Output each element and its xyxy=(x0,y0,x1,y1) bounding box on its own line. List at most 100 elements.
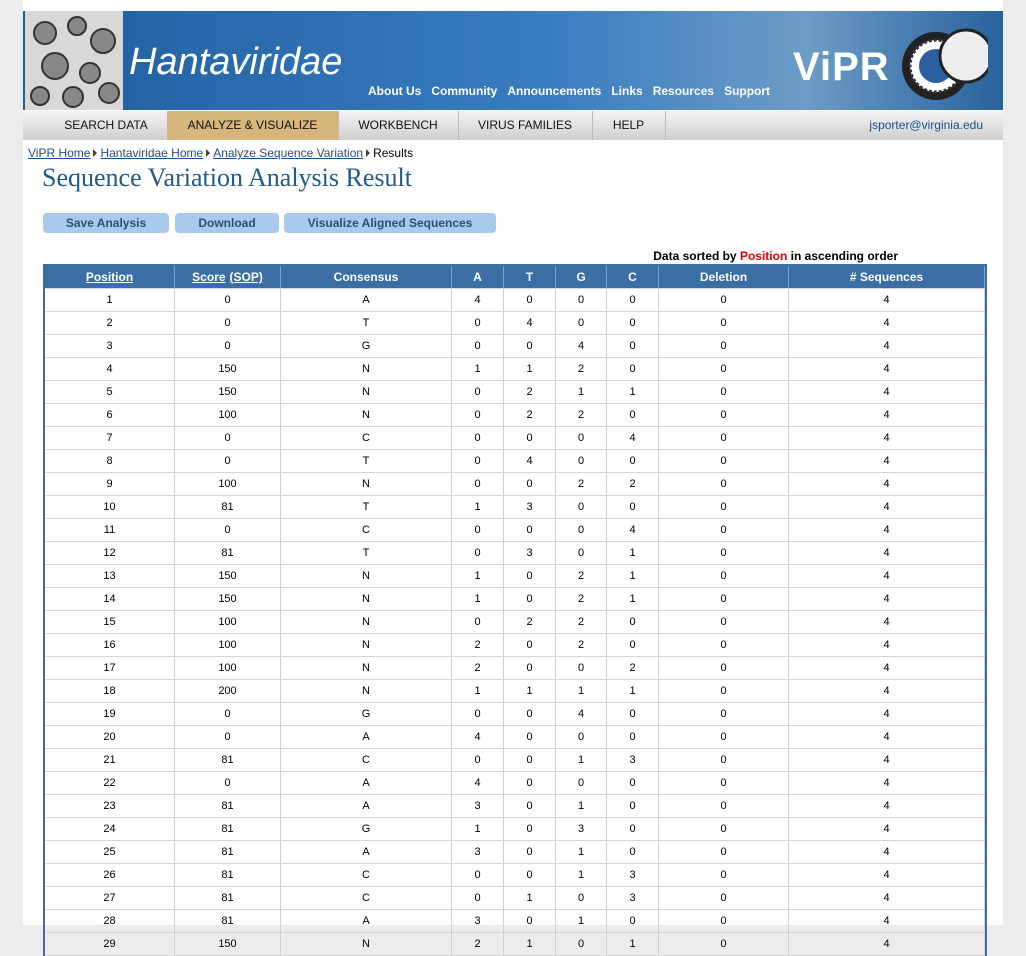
table-cell: 0 xyxy=(607,634,659,656)
banner: Hantaviridae ViPR About Us Community Annou… xyxy=(23,11,1003,110)
table-cell: 0 xyxy=(556,312,607,334)
table-cell: 0 xyxy=(556,519,607,541)
top-link[interactable]: About Us xyxy=(368,84,422,98)
table-cell: 4 xyxy=(789,703,985,725)
table-cell: 1 xyxy=(556,749,607,771)
menu-item[interactable]: WORKBENCH xyxy=(338,111,459,140)
top-link[interactable]: Community xyxy=(431,84,498,98)
table-row: 19 0 G 0 0 4 0 0 4 xyxy=(45,703,985,726)
table-cell: 81 xyxy=(175,542,281,564)
column-header[interactable]: Score (SOP) xyxy=(175,266,281,288)
top-link[interactable]: Announcements xyxy=(507,84,602,98)
menu-item[interactable]: VIRUS FAMILIES xyxy=(458,111,593,140)
table-cell: 0 xyxy=(659,818,789,840)
breadcrumb[interactable]: Analyze Sequence Variation xyxy=(213,146,364,160)
table-cell: 0 xyxy=(659,657,789,679)
table-cell: 150 xyxy=(175,933,281,955)
user-link[interactable]: jsporter@virginia.edu xyxy=(869,118,983,132)
table-cell: 4 xyxy=(789,657,985,679)
sort-field: Position xyxy=(739,249,788,263)
column-header[interactable]: Position xyxy=(45,266,175,288)
table-cell: 4 xyxy=(789,634,985,656)
table-cell: 3 xyxy=(556,818,607,840)
breadcrumb[interactable]: Hantaviridae Home xyxy=(100,146,204,160)
table-cell: 100 xyxy=(175,657,281,679)
column-header: G xyxy=(556,266,607,288)
button[interactable]: Download xyxy=(175,213,279,233)
table-row: 29 150 N 2 1 0 1 0 4 xyxy=(45,933,985,956)
top-link[interactable]: Links xyxy=(611,84,643,98)
table-cell: 0 xyxy=(175,289,281,311)
table-cell: 0 xyxy=(659,864,789,886)
table-cell: 2 xyxy=(556,358,607,380)
sort-suffix: in ascending order xyxy=(790,249,898,263)
table-cell: 4 xyxy=(789,749,985,771)
table-cell: 0 xyxy=(659,887,789,909)
table-cell: 0 xyxy=(607,289,659,311)
column-header: Consensus xyxy=(281,266,452,288)
table-cell: 4 xyxy=(789,680,985,702)
table-cell: 0 xyxy=(175,703,281,725)
table-cell: 0 xyxy=(504,749,556,771)
table-cell: 0 xyxy=(504,818,556,840)
table-cell: 26 xyxy=(45,864,175,886)
top-link[interactable]: Support xyxy=(724,84,771,98)
table-cell: 29 xyxy=(45,933,175,955)
table-cell: 0 xyxy=(607,841,659,863)
table-cell: 24 xyxy=(45,818,175,840)
table-cell: 1 xyxy=(504,933,556,955)
table-cell: 0 xyxy=(659,634,789,656)
table-cell: C xyxy=(281,749,452,771)
menu-item[interactable]: SEARCH DATA xyxy=(45,111,168,140)
table-cell: 1 xyxy=(504,887,556,909)
table-cell: N xyxy=(281,933,452,955)
table-cell: 0 xyxy=(556,450,607,472)
table-cell: 4 xyxy=(789,772,985,794)
table-cell: 2 xyxy=(556,565,607,587)
logo[interactable]: ViPR xyxy=(793,45,890,89)
table-cell: 0 xyxy=(504,473,556,495)
table-cell: A xyxy=(281,910,452,932)
top-link[interactable]: Resources xyxy=(652,84,715,98)
table-cell: 0 xyxy=(556,772,607,794)
breadcrumb[interactable]: ViPR Home xyxy=(28,146,91,160)
table-cell: 81 xyxy=(175,795,281,817)
table-cell: 0 xyxy=(452,312,504,334)
table-cell: 0 xyxy=(659,841,789,863)
table-cell: 0 xyxy=(607,795,659,817)
table-cell: 4 xyxy=(789,473,985,495)
table-cell: 0 xyxy=(556,496,607,518)
table-cell: 0 xyxy=(659,427,789,449)
table-cell: 1 xyxy=(504,680,556,702)
table-cell: 0 xyxy=(607,611,659,633)
table-cell: 0 xyxy=(659,496,789,518)
table-cell: 1 xyxy=(556,680,607,702)
table-cell: 2 xyxy=(607,473,659,495)
virus-image xyxy=(25,11,123,110)
table-cell: 0 xyxy=(452,542,504,564)
menu-item[interactable]: ANALYZE & VISUALIZE xyxy=(167,111,339,140)
breadcrumb-arrow xyxy=(93,149,98,157)
table-cell: 4 xyxy=(789,496,985,518)
table-cell: 2 xyxy=(452,634,504,656)
menu-item[interactable]: HELP xyxy=(592,111,666,140)
table-cell: 4 xyxy=(789,289,985,311)
table-row: 5 150 N 0 2 1 1 0 4 xyxy=(45,381,985,404)
button[interactable]: Save Analysis xyxy=(43,213,169,233)
table-cell: 3 xyxy=(452,841,504,863)
button[interactable]: Visualize Aligned Sequences xyxy=(284,213,496,233)
table-cell: 0 xyxy=(607,450,659,472)
table-cell: 0 xyxy=(659,772,789,794)
table-cell: 4 xyxy=(504,450,556,472)
table-cell: 0 xyxy=(452,519,504,541)
table-cell: 0 xyxy=(659,749,789,771)
table-cell: 4 xyxy=(452,289,504,311)
table-cell: 22 xyxy=(45,772,175,794)
table-cell: 0 xyxy=(556,933,607,955)
page-title: Sequence Variation Analysis Result xyxy=(42,163,412,192)
table-cell: 0 xyxy=(556,427,607,449)
table-cell: G xyxy=(281,335,452,357)
column-note[interactable]: (SOP) xyxy=(229,270,263,284)
table-cell: T xyxy=(281,542,452,564)
